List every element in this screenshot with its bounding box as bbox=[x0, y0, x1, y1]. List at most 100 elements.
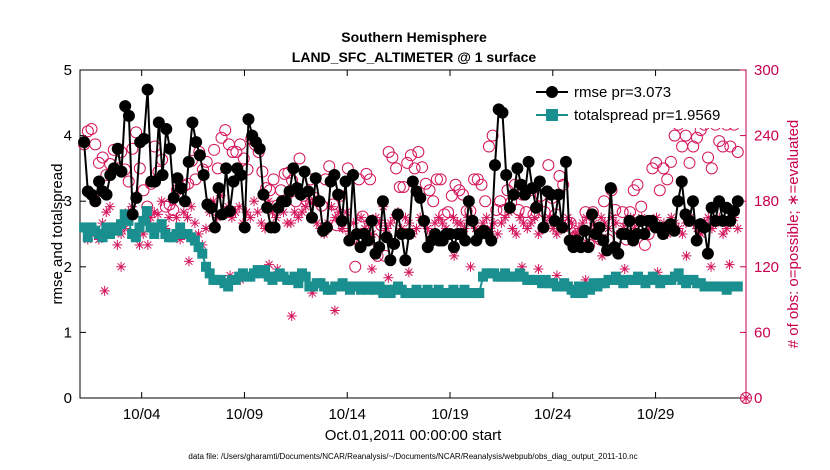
obs-possible-point bbox=[690, 131, 703, 144]
obs-possible-point bbox=[676, 140, 689, 153]
rmse-point bbox=[361, 234, 374, 247]
rmse-point bbox=[178, 195, 191, 208]
series-rmse bbox=[78, 83, 744, 267]
rmse-point bbox=[500, 168, 513, 181]
obs-evaluated-point bbox=[329, 305, 340, 316]
rmse-point bbox=[186, 116, 199, 129]
rmse-point bbox=[612, 247, 625, 260]
rmse-point bbox=[115, 165, 128, 178]
rmse-point bbox=[141, 83, 154, 96]
obs-evaluated-point bbox=[718, 229, 729, 239]
rmse-point bbox=[309, 172, 322, 185]
obs-evaluated-point bbox=[183, 256, 194, 267]
rmse-point bbox=[130, 191, 143, 204]
legend: rmse pr=3.073 totalspread pr=1.9569 bbox=[528, 78, 740, 128]
y-right-tick-label: 300 bbox=[754, 62, 779, 79]
obs-possible-point bbox=[445, 189, 458, 202]
legend-rmse-label: rmse pr=3.073 bbox=[574, 84, 671, 101]
totalspread-point bbox=[171, 229, 182, 239]
obs-possible-point bbox=[716, 140, 729, 153]
totalspread-point bbox=[189, 235, 200, 246]
rmse-point bbox=[320, 221, 333, 234]
totalspread-point bbox=[175, 222, 186, 233]
obs-evaluated-point bbox=[403, 267, 414, 278]
obs-evaluated-point bbox=[366, 263, 377, 274]
legend-rmse-marker bbox=[546, 86, 558, 98]
rmse-point bbox=[347, 168, 360, 181]
rmse-point bbox=[242, 113, 255, 126]
rmse-point bbox=[515, 178, 528, 191]
totalspread-point bbox=[732, 281, 743, 292]
rmse-point bbox=[418, 214, 431, 227]
obs-evaluated-point bbox=[681, 250, 692, 261]
obs-possible-point bbox=[542, 159, 555, 172]
obs-evaluated-point bbox=[116, 261, 127, 272]
rmse-point bbox=[234, 168, 247, 181]
rmse-point bbox=[156, 168, 169, 181]
obs-evaluated-point bbox=[200, 223, 211, 234]
obs-evaluated-point bbox=[577, 218, 588, 229]
totalspread-point bbox=[570, 288, 581, 299]
y-axis-right: 0 60 120 180 240 300 bbox=[740, 62, 779, 407]
rmse-point bbox=[268, 221, 281, 234]
x-tick-label: 10/19 bbox=[431, 406, 469, 423]
obs-evaluated-point bbox=[297, 207, 307, 218]
obs-evaluated-point bbox=[156, 196, 167, 207]
rmse-point bbox=[89, 195, 102, 208]
obs-possible-point bbox=[215, 131, 228, 144]
rmse-point bbox=[559, 155, 572, 168]
rmse-point bbox=[93, 175, 106, 188]
obs-evaluated-point bbox=[293, 212, 304, 223]
obs-possible-point bbox=[475, 178, 488, 191]
rmse-point bbox=[257, 188, 270, 201]
rmse-point bbox=[279, 195, 292, 208]
totalspread-point bbox=[130, 232, 141, 243]
obs-possible-point bbox=[479, 195, 492, 208]
obs-possible-point bbox=[724, 140, 737, 153]
y-right-tick-label: 0 bbox=[754, 390, 762, 407]
totalspread-point bbox=[200, 261, 211, 272]
totalspread-point bbox=[134, 222, 145, 233]
obs-evaluated-point bbox=[724, 259, 735, 270]
rmse-point bbox=[511, 162, 524, 175]
totalspread-point bbox=[293, 278, 304, 289]
obs-evaluated-point bbox=[152, 209, 163, 220]
obs-evaluated-point bbox=[226, 212, 237, 223]
obs-possible-point bbox=[520, 206, 533, 219]
rmse-point bbox=[578, 224, 591, 237]
obs-possible-point bbox=[679, 129, 692, 142]
obs-possible-point bbox=[81, 125, 94, 138]
rmse-point bbox=[384, 254, 397, 267]
totalspread-point bbox=[156, 219, 167, 230]
obs-possible-point bbox=[616, 206, 629, 219]
totalspread-point bbox=[101, 222, 112, 233]
obs-evaluated-point bbox=[514, 212, 525, 223]
rmse-point bbox=[302, 185, 315, 198]
obs-evaluated-point bbox=[533, 263, 544, 274]
rmse-point bbox=[399, 254, 412, 267]
obs-possible-point bbox=[397, 180, 410, 193]
obs-possible-point bbox=[89, 138, 102, 151]
y-right-tick-label: 180 bbox=[754, 193, 779, 210]
obs-possible-point bbox=[226, 146, 239, 158]
obs-evaluated-point bbox=[245, 212, 256, 223]
y-axis-label: rmse and totalspread bbox=[49, 164, 66, 305]
x-axis: 10/04 10/09 10/14 10/19 10/24 10/29 bbox=[123, 70, 674, 423]
rmse-point bbox=[313, 195, 326, 208]
totalspread-point bbox=[204, 268, 215, 279]
rmse-point bbox=[126, 208, 139, 221]
obs-evaluated-point bbox=[142, 239, 153, 250]
obs-evaluated-point bbox=[619, 263, 630, 274]
obs-evaluated-point bbox=[551, 229, 562, 239]
obs-evaluated-point bbox=[437, 218, 448, 229]
rmse-point bbox=[365, 214, 378, 227]
rmse-point bbox=[414, 191, 427, 204]
rmse-point bbox=[190, 136, 203, 149]
rmse-point bbox=[100, 188, 113, 201]
x-tick-label: 10/29 bbox=[637, 406, 675, 423]
rmse-point bbox=[182, 155, 195, 168]
rmse-point bbox=[335, 214, 348, 227]
totalspread-point bbox=[289, 271, 300, 282]
obs-possible-point bbox=[631, 178, 644, 191]
